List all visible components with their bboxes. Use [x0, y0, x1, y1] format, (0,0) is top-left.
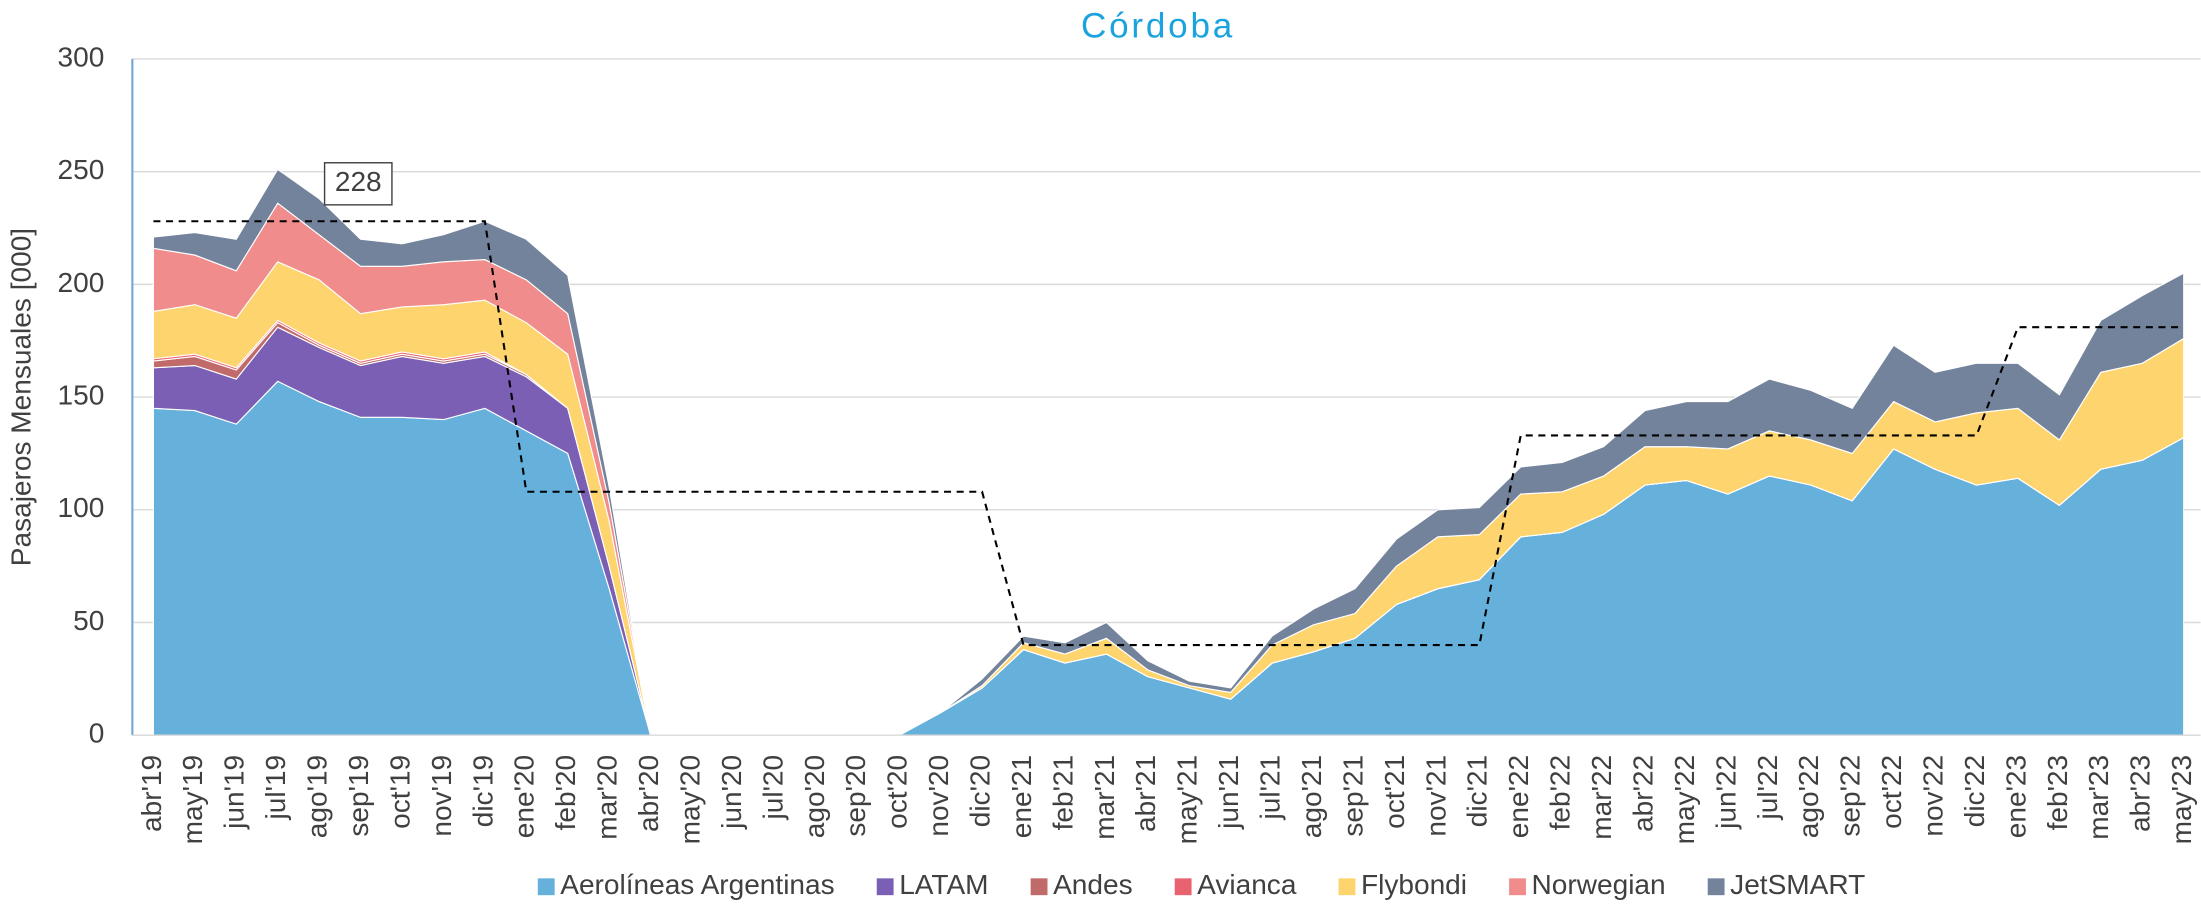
annotation-label: 228: [335, 166, 382, 197]
x-tick-label: may'22: [1669, 755, 1700, 845]
chart-title: Córdoba: [1081, 6, 1235, 45]
x-tick-label: dic'22: [1959, 755, 1990, 827]
legend-swatch: [1174, 878, 1192, 896]
legend: Aerolíneas Argentinas LATAM Andes Avianca Fl…: [537, 869, 1865, 900]
x-tick-label: mar'22: [1586, 755, 1617, 840]
x-tick-label: abr'21: [1130, 755, 1161, 832]
y-tick-label: 250: [58, 154, 105, 185]
x-tick-label: ago'20: [799, 755, 830, 838]
x-tick-label: mar'20: [592, 755, 623, 840]
x-tick-label: mar'23: [2083, 755, 2114, 840]
x-tick-label: may'21: [1172, 755, 1203, 845]
y-tick-label: 50: [73, 605, 104, 636]
x-tick-label: jul'20: [757, 755, 788, 821]
x-tick-label: oct'20: [882, 755, 913, 829]
y-tick-label: 300: [58, 41, 105, 72]
legend-swatch: [1707, 878, 1725, 896]
y-tick-label: 200: [58, 267, 105, 298]
legend-swatch: [1030, 878, 1048, 896]
x-tick-label: oct'19: [384, 755, 415, 829]
x-tick-label: jun'21: [1213, 755, 1244, 830]
x-tick-label: ene'21: [1006, 755, 1037, 838]
legend-label: LATAM: [899, 869, 988, 900]
x-tick-label: jul'19: [260, 755, 291, 821]
x-tick-label: abr'22: [1627, 755, 1658, 832]
x-tick-label: sep'21: [1337, 755, 1368, 837]
legend-label: JetSMART: [1730, 869, 1865, 900]
x-tick-label: nov'21: [1420, 755, 1451, 837]
x-tick-label: may'23: [2166, 755, 2197, 845]
x-tick-label: abr'19: [136, 755, 167, 832]
legend-label: Aerolíneas Argentinas: [560, 869, 834, 900]
x-tick-label: nov'19: [426, 755, 457, 837]
x-tick-label: abr'20: [633, 755, 664, 832]
legend-swatch: [537, 878, 555, 896]
x-tick-label: ago'21: [1296, 755, 1327, 838]
y-tick-label: 0: [89, 718, 105, 749]
x-tick-label: may'20: [674, 755, 705, 845]
x-tick-label: oct'22: [1876, 755, 1907, 829]
y-axis-label: Pasajeros Mensuales [000]: [5, 228, 36, 566]
x-tick-label: ago'22: [1793, 755, 1824, 838]
x-tick-label: ene'23: [2000, 755, 2031, 838]
x-tick-label: feb'23: [2042, 755, 2073, 831]
legend-label: Norwegian: [1532, 869, 1666, 900]
legend-swatch: [1338, 878, 1356, 896]
x-tick-label: sep'22: [1835, 755, 1866, 837]
x-tick-label: may'19: [177, 755, 208, 845]
y-tick-label: 100: [58, 492, 105, 523]
y-tick-label: 150: [58, 379, 105, 410]
x-tick-label: dic'21: [1462, 755, 1493, 827]
annotation: 228: [323, 162, 393, 206]
legend-swatch: [876, 878, 894, 896]
x-tick-label: abr'23: [2125, 755, 2156, 832]
x-tick-label: ene'20: [509, 755, 540, 838]
x-tick-label: jun'20: [716, 755, 747, 830]
x-tick-label: jul'22: [1752, 755, 1783, 821]
x-tick-label: sep'20: [840, 755, 871, 837]
legend-swatch: [1509, 878, 1526, 896]
x-tick-label: dic'19: [467, 755, 498, 827]
x-tick-label: feb'22: [1545, 755, 1576, 831]
x-tick-label: nov'22: [1917, 755, 1948, 837]
x-tick-label: feb'21: [1047, 755, 1078, 831]
x-tick-label: mar'21: [1089, 755, 1120, 840]
annotation-box: [323, 162, 393, 206]
x-tick-label: feb'20: [550, 755, 581, 831]
x-tick-label: dic'20: [965, 755, 996, 827]
x-tick-label: ene'22: [1503, 755, 1534, 838]
reference-line: [153, 220, 2184, 647]
x-tick-label: jun'19: [219, 755, 250, 830]
x-tick-label: nov'20: [923, 755, 954, 837]
x-tick-label: jul'21: [1255, 755, 1286, 821]
legend-label: Flybondi: [1361, 869, 1467, 900]
x-tick-label: jun'22: [1710, 755, 1741, 830]
legend-label: Avianca: [1197, 869, 1297, 900]
x-tick-label: sep'19: [343, 755, 374, 837]
x-tick-label: ago'19: [302, 755, 333, 838]
x-tick-label: oct'21: [1379, 755, 1410, 829]
legend-label: Andes: [1053, 869, 1133, 900]
